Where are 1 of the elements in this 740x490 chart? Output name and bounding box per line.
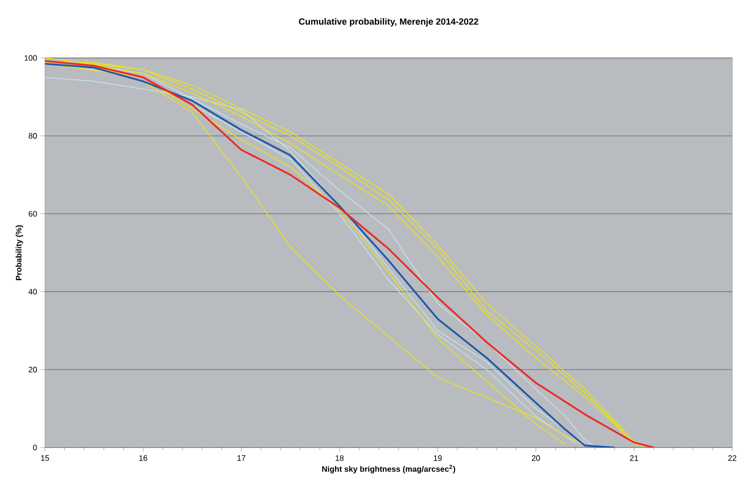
chart-title: Cumulative probability, Merenje 2014-2022 [298, 18, 478, 26]
